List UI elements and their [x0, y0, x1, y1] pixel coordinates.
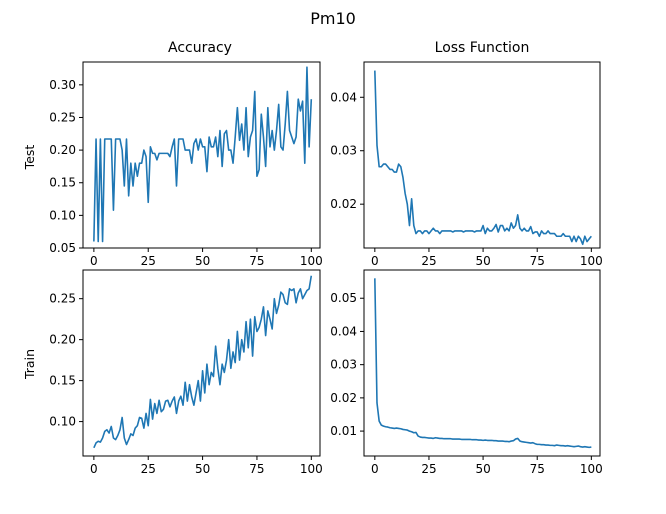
x-tick-label-train-loss-3: 75 — [530, 462, 545, 476]
axes-frame-test-loss — [363, 61, 601, 249]
y-tick-label-test-accuracy-5: 0.30 — [49, 78, 76, 92]
y-tick-label-test-accuracy-2: 0.15 — [49, 176, 76, 190]
figure-suptitle: Pm10 — [310, 9, 356, 28]
y-tick-label-test-accuracy-3: 0.20 — [49, 143, 76, 157]
y-tick-label-train-loss-4: 0.05 — [330, 291, 357, 305]
x-tick-label-train-accuracy-0: 0 — [90, 462, 98, 476]
series-line-train-accuracy — [93, 275, 313, 449]
y-tick-label-test-accuracy-4: 0.25 — [49, 110, 76, 124]
series-line-test-accuracy — [93, 66, 313, 243]
y-tick-label-train-accuracy-0: 0.10 — [49, 415, 76, 429]
x-tick-label-train-accuracy-4: 100 — [300, 462, 323, 476]
x-tick-label-test-loss-1: 25 — [421, 254, 436, 268]
y-tick-label-test-accuracy-1: 0.10 — [49, 208, 76, 222]
subplot-title-loss-function: Loss Function — [435, 40, 530, 56]
y-tick-label-train-accuracy-3: 0.25 — [49, 292, 76, 306]
row-label-test: Test — [22, 145, 37, 171]
panel-test-loss: 0 25 50 75 100 0.02 0.03 0.04 — [330, 61, 603, 268]
x-tick-label-train-accuracy-1: 25 — [141, 462, 156, 476]
subplot-title-accuracy: Accuracy — [168, 40, 232, 56]
panel-train-accuracy: 0 25 50 75 100 0.10 0.15 0.20 0.25 — [49, 269, 323, 476]
x-tick-label-train-loss-4: 100 — [580, 462, 603, 476]
y-tick-label-test-loss-0: 0.02 — [330, 197, 357, 211]
x-tick-label-test-loss-0: 0 — [371, 254, 379, 268]
x-tick-label-test-accuracy-4: 100 — [300, 254, 323, 268]
panel-train-loss: 0 25 50 75 100 0.01 0.02 0.03 0.04 0.05 — [330, 269, 603, 476]
row-label-train: Train — [22, 349, 37, 380]
series-line-train-loss — [374, 278, 592, 449]
y-tick-label-test-loss-1: 0.03 — [330, 144, 357, 158]
x-tick-label-train-accuracy-3: 75 — [249, 462, 264, 476]
y-tick-label-train-loss-2: 0.03 — [330, 358, 357, 372]
x-tick-label-test-accuracy-1: 25 — [141, 254, 156, 268]
x-tick-label-test-loss-4: 100 — [580, 254, 603, 268]
x-tick-label-train-accuracy-2: 50 — [195, 462, 210, 476]
x-tick-label-train-loss-2: 50 — [475, 462, 490, 476]
x-tick-label-test-accuracy-3: 75 — [249, 254, 264, 268]
axes-frame-train-accuracy — [82, 269, 321, 457]
y-tick-label-train-loss-0: 0.01 — [330, 424, 357, 438]
x-tick-label-test-accuracy-0: 0 — [90, 254, 98, 268]
x-tick-label-train-loss-0: 0 — [371, 462, 379, 476]
y-tick-label-train-loss-1: 0.02 — [330, 391, 357, 405]
x-tick-label-test-accuracy-2: 50 — [195, 254, 210, 268]
y-tick-label-train-loss-3: 0.04 — [330, 324, 357, 338]
y-tick-label-test-accuracy-0: 0.05 — [49, 241, 76, 255]
panel-test-accuracy: 0 25 50 75 100 0.05 0.10 0.15 0.20 0.25 0.30 — [49, 61, 323, 268]
x-tick-label-test-loss-3: 75 — [530, 254, 545, 268]
axes-frame-test-accuracy — [82, 61, 321, 249]
x-tick-label-test-loss-2: 50 — [475, 254, 490, 268]
series-line-test-loss — [374, 70, 592, 246]
y-tick-label-train-accuracy-2: 0.20 — [49, 333, 76, 347]
y-tick-label-train-accuracy-1: 0.15 — [49, 374, 76, 388]
y-tick-label-test-loss-2: 0.04 — [330, 90, 357, 104]
x-tick-label-train-loss-1: 25 — [421, 462, 436, 476]
axes-frame-train-loss — [363, 269, 601, 457]
